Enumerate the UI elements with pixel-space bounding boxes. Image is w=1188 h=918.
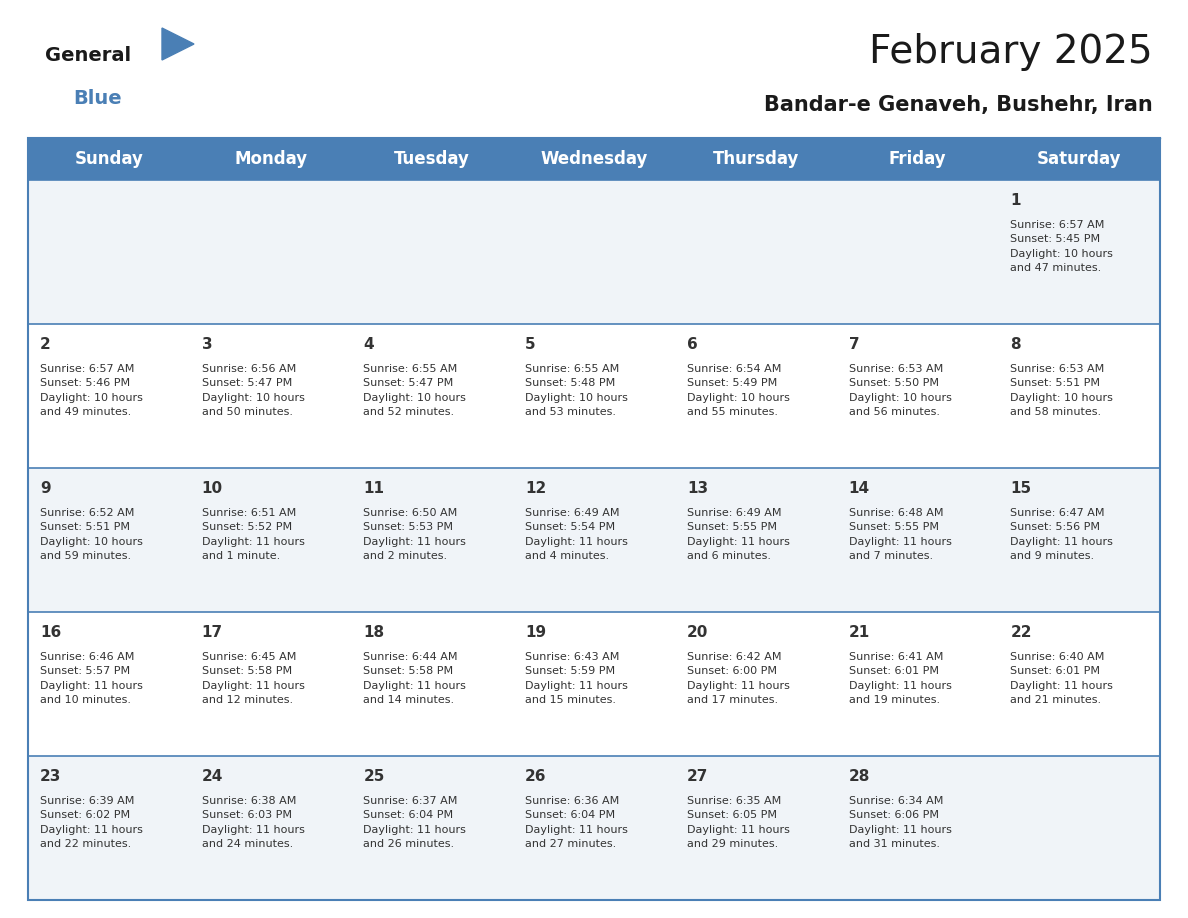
- Text: Sunrise: 6:44 AM
Sunset: 5:58 PM
Daylight: 11 hours
and 14 minutes.: Sunrise: 6:44 AM Sunset: 5:58 PM Dayligh…: [364, 652, 467, 705]
- Text: 19: 19: [525, 625, 546, 640]
- FancyBboxPatch shape: [29, 756, 1159, 900]
- FancyBboxPatch shape: [29, 324, 1159, 468]
- Text: 27: 27: [687, 769, 708, 784]
- Text: Sunrise: 6:49 AM
Sunset: 5:54 PM
Daylight: 11 hours
and 4 minutes.: Sunrise: 6:49 AM Sunset: 5:54 PM Dayligh…: [525, 508, 628, 561]
- Text: February 2025: February 2025: [870, 33, 1154, 71]
- Text: Tuesday: Tuesday: [394, 150, 470, 168]
- Text: 20: 20: [687, 625, 708, 640]
- Text: 11: 11: [364, 481, 385, 496]
- Text: Sunrise: 6:35 AM
Sunset: 6:05 PM
Daylight: 11 hours
and 29 minutes.: Sunrise: 6:35 AM Sunset: 6:05 PM Dayligh…: [687, 796, 790, 849]
- Text: Wednesday: Wednesday: [541, 150, 647, 168]
- Text: 21: 21: [848, 625, 870, 640]
- Text: Monday: Monday: [234, 150, 308, 168]
- Text: 23: 23: [40, 769, 62, 784]
- Text: 2: 2: [40, 337, 51, 352]
- Text: Sunrise: 6:55 AM
Sunset: 5:47 PM
Daylight: 10 hours
and 52 minutes.: Sunrise: 6:55 AM Sunset: 5:47 PM Dayligh…: [364, 364, 467, 417]
- Text: Sunrise: 6:38 AM
Sunset: 6:03 PM
Daylight: 11 hours
and 24 minutes.: Sunrise: 6:38 AM Sunset: 6:03 PM Dayligh…: [202, 796, 304, 849]
- Text: Sunrise: 6:52 AM
Sunset: 5:51 PM
Daylight: 10 hours
and 59 minutes.: Sunrise: 6:52 AM Sunset: 5:51 PM Dayligh…: [40, 508, 143, 561]
- Text: Bandar-e Genaveh, Bushehr, Iran: Bandar-e Genaveh, Bushehr, Iran: [764, 95, 1154, 115]
- Text: 18: 18: [364, 625, 385, 640]
- Text: 26: 26: [525, 769, 546, 784]
- FancyBboxPatch shape: [29, 468, 1159, 612]
- Text: Sunrise: 6:48 AM
Sunset: 5:55 PM
Daylight: 11 hours
and 7 minutes.: Sunrise: 6:48 AM Sunset: 5:55 PM Dayligh…: [848, 508, 952, 561]
- Text: Sunrise: 6:43 AM
Sunset: 5:59 PM
Daylight: 11 hours
and 15 minutes.: Sunrise: 6:43 AM Sunset: 5:59 PM Dayligh…: [525, 652, 628, 705]
- Text: Friday: Friday: [889, 150, 946, 168]
- Text: Sunrise: 6:45 AM
Sunset: 5:58 PM
Daylight: 11 hours
and 12 minutes.: Sunrise: 6:45 AM Sunset: 5:58 PM Dayligh…: [202, 652, 304, 705]
- Text: Sunrise: 6:46 AM
Sunset: 5:57 PM
Daylight: 11 hours
and 10 minutes.: Sunrise: 6:46 AM Sunset: 5:57 PM Dayligh…: [40, 652, 143, 705]
- Text: Sunrise: 6:51 AM
Sunset: 5:52 PM
Daylight: 11 hours
and 1 minute.: Sunrise: 6:51 AM Sunset: 5:52 PM Dayligh…: [202, 508, 304, 561]
- Text: Sunrise: 6:36 AM
Sunset: 6:04 PM
Daylight: 11 hours
and 27 minutes.: Sunrise: 6:36 AM Sunset: 6:04 PM Dayligh…: [525, 796, 628, 849]
- Text: Sunrise: 6:57 AM
Sunset: 5:46 PM
Daylight: 10 hours
and 49 minutes.: Sunrise: 6:57 AM Sunset: 5:46 PM Dayligh…: [40, 364, 143, 417]
- Text: Sunrise: 6:34 AM
Sunset: 6:06 PM
Daylight: 11 hours
and 31 minutes.: Sunrise: 6:34 AM Sunset: 6:06 PM Dayligh…: [848, 796, 952, 849]
- Text: Sunday: Sunday: [75, 150, 144, 168]
- Text: 1: 1: [1010, 193, 1020, 208]
- Text: 8: 8: [1010, 337, 1020, 352]
- Text: Sunrise: 6:49 AM
Sunset: 5:55 PM
Daylight: 11 hours
and 6 minutes.: Sunrise: 6:49 AM Sunset: 5:55 PM Dayligh…: [687, 508, 790, 561]
- Text: Sunrise: 6:57 AM
Sunset: 5:45 PM
Daylight: 10 hours
and 47 minutes.: Sunrise: 6:57 AM Sunset: 5:45 PM Dayligh…: [1010, 220, 1113, 274]
- Text: 16: 16: [40, 625, 62, 640]
- Text: Sunrise: 6:39 AM
Sunset: 6:02 PM
Daylight: 11 hours
and 22 minutes.: Sunrise: 6:39 AM Sunset: 6:02 PM Dayligh…: [40, 796, 143, 849]
- Text: 28: 28: [848, 769, 870, 784]
- Text: 15: 15: [1010, 481, 1031, 496]
- Text: 3: 3: [202, 337, 213, 352]
- Text: Sunrise: 6:37 AM
Sunset: 6:04 PM
Daylight: 11 hours
and 26 minutes.: Sunrise: 6:37 AM Sunset: 6:04 PM Dayligh…: [364, 796, 467, 849]
- Text: 4: 4: [364, 337, 374, 352]
- Text: Sunrise: 6:47 AM
Sunset: 5:56 PM
Daylight: 11 hours
and 9 minutes.: Sunrise: 6:47 AM Sunset: 5:56 PM Dayligh…: [1010, 508, 1113, 561]
- Text: 24: 24: [202, 769, 223, 784]
- Text: 13: 13: [687, 481, 708, 496]
- Text: Blue: Blue: [72, 88, 121, 107]
- Text: Sunrise: 6:54 AM
Sunset: 5:49 PM
Daylight: 10 hours
and 55 minutes.: Sunrise: 6:54 AM Sunset: 5:49 PM Dayligh…: [687, 364, 790, 417]
- Text: Sunrise: 6:50 AM
Sunset: 5:53 PM
Daylight: 11 hours
and 2 minutes.: Sunrise: 6:50 AM Sunset: 5:53 PM Dayligh…: [364, 508, 467, 561]
- Text: Sunrise: 6:55 AM
Sunset: 5:48 PM
Daylight: 10 hours
and 53 minutes.: Sunrise: 6:55 AM Sunset: 5:48 PM Dayligh…: [525, 364, 628, 417]
- Text: 9: 9: [40, 481, 51, 496]
- Text: 5: 5: [525, 337, 536, 352]
- Text: 6: 6: [687, 337, 697, 352]
- Text: Thursday: Thursday: [713, 150, 798, 168]
- Text: 22: 22: [1010, 625, 1032, 640]
- FancyBboxPatch shape: [29, 138, 1159, 180]
- Text: 10: 10: [202, 481, 223, 496]
- FancyBboxPatch shape: [29, 180, 1159, 324]
- FancyBboxPatch shape: [29, 612, 1159, 756]
- Text: Sunrise: 6:41 AM
Sunset: 6:01 PM
Daylight: 11 hours
and 19 minutes.: Sunrise: 6:41 AM Sunset: 6:01 PM Dayligh…: [848, 652, 952, 705]
- Text: 14: 14: [848, 481, 870, 496]
- Text: 7: 7: [848, 337, 859, 352]
- Text: 25: 25: [364, 769, 385, 784]
- Text: General: General: [45, 46, 131, 64]
- Text: 17: 17: [202, 625, 223, 640]
- Text: Sunrise: 6:42 AM
Sunset: 6:00 PM
Daylight: 11 hours
and 17 minutes.: Sunrise: 6:42 AM Sunset: 6:00 PM Dayligh…: [687, 652, 790, 705]
- Text: Sunrise: 6:56 AM
Sunset: 5:47 PM
Daylight: 10 hours
and 50 minutes.: Sunrise: 6:56 AM Sunset: 5:47 PM Dayligh…: [202, 364, 304, 417]
- Text: Sunrise: 6:53 AM
Sunset: 5:51 PM
Daylight: 10 hours
and 58 minutes.: Sunrise: 6:53 AM Sunset: 5:51 PM Dayligh…: [1010, 364, 1113, 417]
- Text: 12: 12: [525, 481, 546, 496]
- Text: Sunrise: 6:40 AM
Sunset: 6:01 PM
Daylight: 11 hours
and 21 minutes.: Sunrise: 6:40 AM Sunset: 6:01 PM Dayligh…: [1010, 652, 1113, 705]
- Text: Saturday: Saturday: [1037, 150, 1121, 168]
- Text: Sunrise: 6:53 AM
Sunset: 5:50 PM
Daylight: 10 hours
and 56 minutes.: Sunrise: 6:53 AM Sunset: 5:50 PM Dayligh…: [848, 364, 952, 417]
- Polygon shape: [162, 28, 194, 60]
